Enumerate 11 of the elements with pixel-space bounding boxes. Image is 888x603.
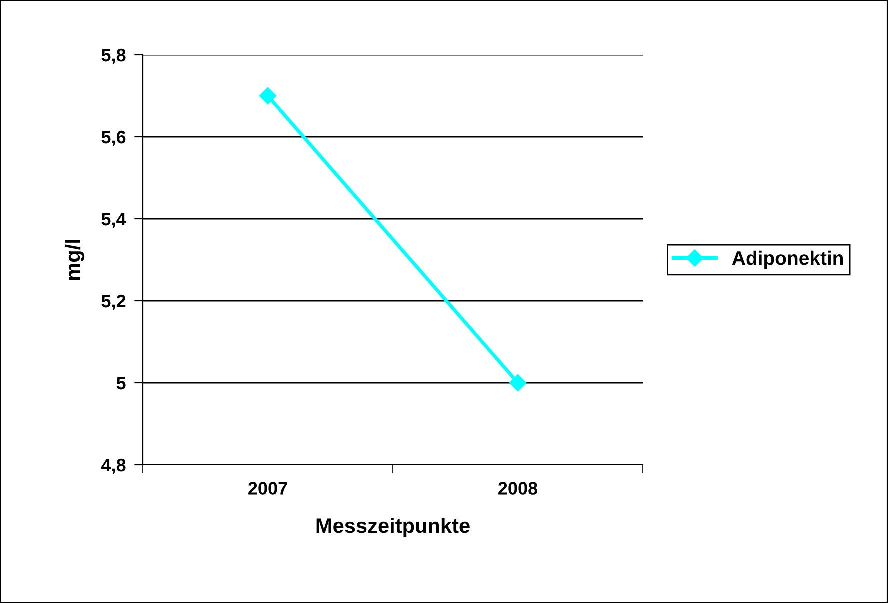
x-tick-label: 2008 [498, 482, 538, 495]
legend-label: Adiponektin [732, 250, 844, 270]
y-tick-label: 5 [116, 377, 126, 390]
x-axis-title: Messzeitpunkte [316, 518, 470, 538]
y-tick-label: 5,6 [102, 130, 126, 146]
y-axis-title: mg/l [65, 240, 85, 280]
y-tick-label: 5,8 [102, 48, 126, 64]
y-tick-label: 5,4 [102, 213, 126, 228]
x-tick-label: 2007 [248, 482, 288, 495]
y-tick-label: 4,8 [102, 458, 126, 474]
y-tick-label: 5,2 [102, 294, 126, 310]
